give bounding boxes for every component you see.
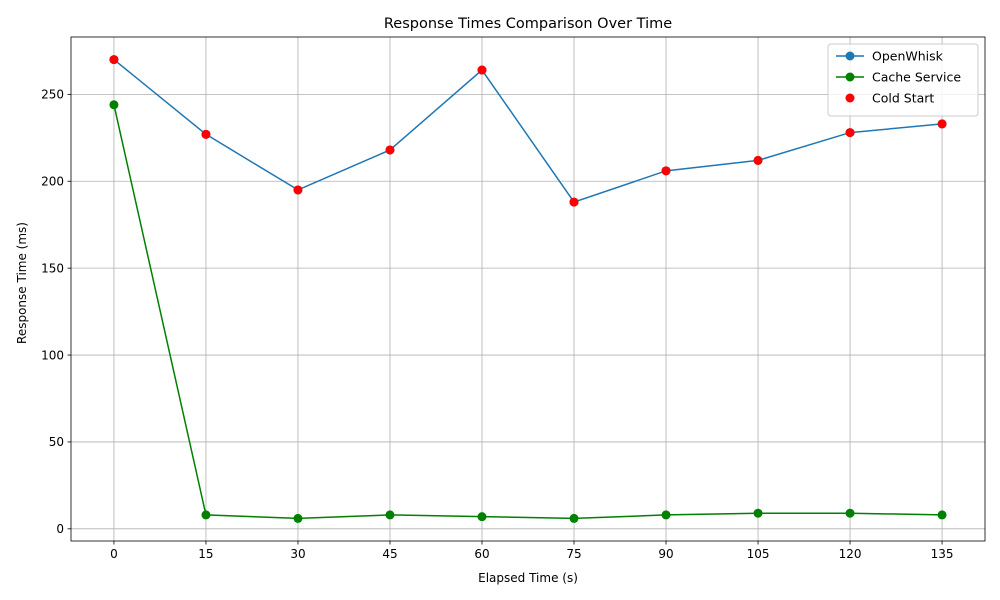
legend-label: Cold Start xyxy=(872,91,934,106)
data-point-cache-service xyxy=(753,508,763,518)
legend-box xyxy=(827,43,979,117)
data-point-cold-start xyxy=(845,128,855,138)
series-line-openwhisk xyxy=(113,59,943,203)
series-line-cache-service xyxy=(113,104,943,520)
data-point-cache-service xyxy=(201,510,211,520)
x-tick-label: 15 xyxy=(198,547,213,561)
data-point-cache-service xyxy=(845,508,855,518)
y-tick-label: 150 xyxy=(41,261,64,275)
series-cache-service xyxy=(109,100,947,523)
legend-marker xyxy=(845,93,855,103)
legend-label: Cache Service xyxy=(872,70,961,85)
legend-entry-openwhisk: OpenWhisk xyxy=(836,49,944,64)
data-point-cache-service xyxy=(385,510,395,520)
grid xyxy=(71,37,985,541)
x-tick-label: 105 xyxy=(747,547,770,561)
chart-title: Response Times Comparison Over Time xyxy=(384,16,672,32)
x-tick-label: 90 xyxy=(658,547,673,561)
data-point-cache-service xyxy=(937,510,947,520)
data-point-cache-service xyxy=(661,510,671,520)
data-point-cold-start xyxy=(661,166,671,176)
x-tick-label: 30 xyxy=(290,547,305,561)
data-point-cold-start xyxy=(477,65,487,75)
data-point-cache-service xyxy=(109,100,119,110)
plot-area-frame xyxy=(70,36,986,542)
x-tick-label: 45 xyxy=(382,547,397,561)
legend-marker xyxy=(845,72,855,82)
legend-marker xyxy=(845,51,855,61)
y-tick-label: 200 xyxy=(41,175,64,189)
x-tick-label: 60 xyxy=(474,547,489,561)
data-point-cold-start xyxy=(293,185,303,195)
data-point-cold-start xyxy=(385,145,395,155)
x-tick-label: 75 xyxy=(566,547,581,561)
legend-entry-cold-start: Cold Start xyxy=(845,91,934,106)
legend-entry-cache-service: Cache Service xyxy=(836,70,961,85)
data-point-cache-service xyxy=(569,513,579,523)
legend: OpenWhisk Cache Service Cold Start xyxy=(827,43,979,117)
x-tick-label: 0 xyxy=(110,547,118,561)
data-point-cache-service xyxy=(293,513,303,523)
data-point-cold-start xyxy=(937,119,947,129)
series-cold-start xyxy=(109,55,947,207)
data-point-cold-start xyxy=(109,55,119,65)
legend-label: OpenWhisk xyxy=(872,49,944,64)
ticks: 0 15 30 45 60 75 90 105 120 135 0 50 100 150 200 250 xyxy=(41,88,953,561)
y-axis-label: Response Time (ms) xyxy=(15,222,29,344)
y-tick-label: 50 xyxy=(49,435,64,449)
x-axis-label: Elapsed Time (s) xyxy=(478,571,578,585)
y-tick-label: 250 xyxy=(41,88,64,102)
y-tick-label: 100 xyxy=(41,348,64,362)
series-layer xyxy=(109,55,947,523)
data-point-cold-start xyxy=(753,155,763,165)
data-point-cold-start xyxy=(569,197,579,207)
x-tick-label: 135 xyxy=(931,547,954,561)
x-tick-label: 120 xyxy=(839,547,862,561)
data-point-cache-service xyxy=(477,512,487,522)
y-tick-label: 0 xyxy=(56,522,64,536)
data-point-cold-start xyxy=(201,129,211,139)
